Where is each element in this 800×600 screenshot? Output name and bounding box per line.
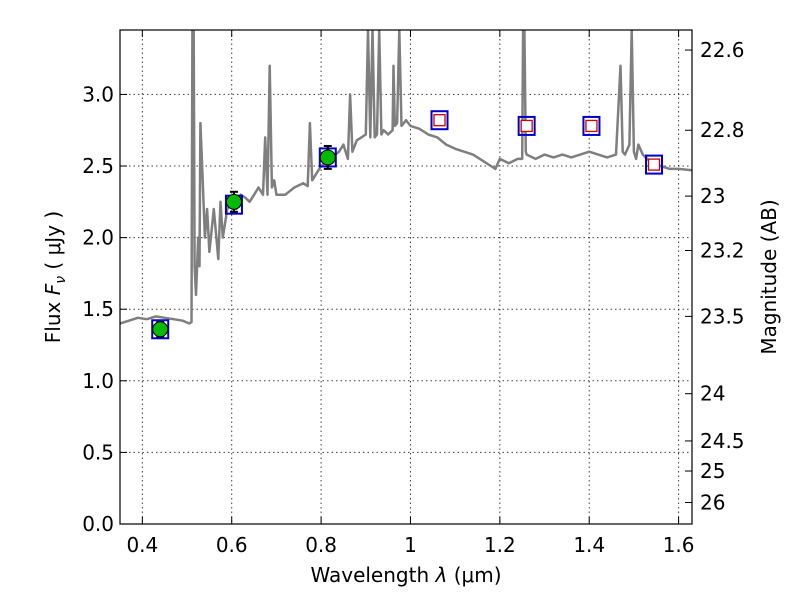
- y-tick-label: 2.0: [82, 226, 114, 250]
- x-tick-label: 0.4: [126, 533, 158, 557]
- y2-tick-label: 24.5: [700, 429, 745, 453]
- y2-tick-label: 26: [700, 491, 725, 515]
- upper-limit-marker: [433, 114, 446, 127]
- y-tick-label: 2.5: [82, 154, 114, 178]
- tick-layer: 0.4 0.6 0.8 1 1.2 1.4 1.6 0.0 0.5 1.0 1.5 2.0 2.5 3.0…: [82, 30, 745, 557]
- y2-tick-label: 22.6: [700, 38, 745, 62]
- observed-flux-marker: [319, 149, 336, 166]
- model-photometry-marker: [645, 154, 664, 175]
- y2-tick-label: 24: [700, 382, 725, 406]
- y-tick-label: 1.0: [82, 369, 114, 393]
- x-tick-label: 0.8: [305, 533, 337, 557]
- y-tick-label: 3.0: [82, 82, 114, 106]
- y2-tick-label: 23.2: [700, 239, 745, 263]
- y2-axis-label: Magnitude (AB): [757, 199, 781, 354]
- model-photometry-marker: [430, 110, 449, 131]
- y2-tick-label: 22.8: [700, 118, 745, 142]
- x-tick-label: 1.2: [484, 533, 516, 557]
- x-tick-label: 0.6: [216, 533, 248, 557]
- observed-flux-marker: [152, 321, 169, 338]
- upper-limit-marker: [647, 158, 661, 171]
- grid-layer: [120, 30, 692, 525]
- upper-limit-marker: [585, 119, 598, 133]
- y-tick-label: 0.0: [82, 512, 114, 536]
- plot-frame: [119, 29, 693, 525]
- y2-tick-label: 23.5: [700, 304, 745, 328]
- observed-flux-marker: [225, 193, 242, 210]
- y-tick-label: 0.5: [82, 440, 114, 464]
- upper-limit-marker: [520, 119, 533, 133]
- y-tick-label: 1.5: [82, 297, 114, 321]
- y2-tick-label: 25: [700, 459, 725, 483]
- x-tick-label: 1.6: [663, 533, 695, 557]
- model-photometry-marker: [582, 115, 601, 136]
- marker-layer: [151, 110, 664, 340]
- spectrum-layer: [120, 30, 692, 325]
- x-axis-label: Wavelength λ (μm): [310, 563, 501, 587]
- y2-tick-label: 23: [700, 184, 725, 208]
- spectrum-line: [120, 30, 692, 325]
- x-tick-label: 1.4: [573, 533, 605, 557]
- y-axis-label: Flux Fν ( μJy ): [41, 211, 69, 343]
- x-tick-label: 1: [404, 533, 417, 557]
- model-photometry-marker: [517, 115, 536, 136]
